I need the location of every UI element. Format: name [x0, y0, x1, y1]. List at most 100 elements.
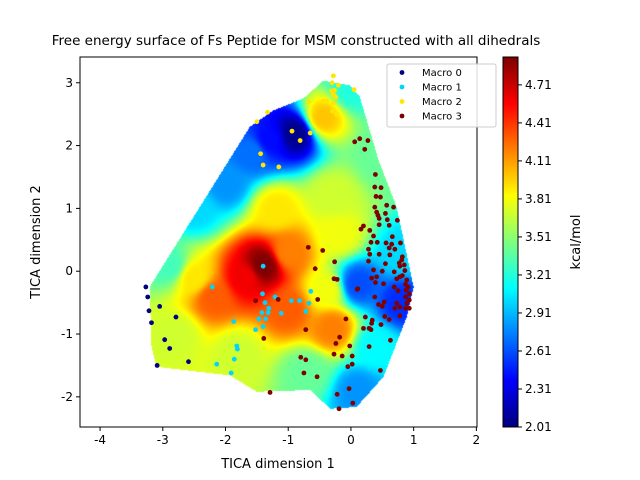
data-point-macro-3: [388, 337, 393, 343]
data-point-macro-3: [378, 368, 383, 373]
data-point-macro-3: [372, 172, 378, 177]
y-tick-label: -2: [61, 390, 73, 404]
data-point-macro-3: [381, 281, 386, 287]
data-point-macro-3: [374, 239, 380, 245]
legend: Macro 0 Macro 1 Macro 2 Macro 3: [386, 63, 497, 128]
data-point-macro-3: [320, 248, 326, 253]
data-point-macro-0: [167, 346, 173, 351]
data-point-macro-3: [397, 313, 403, 319]
data-point-macro-3: [333, 341, 339, 346]
y-tick-label: 2: [65, 139, 73, 153]
legend-marker: [399, 84, 405, 90]
data-point-macro-2: [254, 119, 260, 125]
data-point-macro-2: [332, 87, 338, 93]
data-point-macro-3: [394, 276, 400, 282]
data-point-macro-3: [369, 275, 375, 281]
data-point-macro-3: [336, 406, 342, 412]
data-point-macro-3: [394, 300, 400, 306]
data-point-macro-2: [306, 99, 312, 105]
data-point-macro-3: [406, 305, 412, 311]
data-point-macro-3: [386, 317, 392, 322]
data-point-macro-3: [355, 286, 361, 292]
data-point-macro-3: [386, 245, 392, 251]
data-point-macro-3: [372, 294, 378, 300]
data-point-macro-3: [301, 370, 307, 376]
data-point-macro-3: [367, 227, 373, 233]
data-point-macro-3: [305, 244, 311, 250]
data-point-macro-0: [154, 363, 160, 368]
data-point-macro-3: [391, 204, 396, 210]
data-point-macro-3: [350, 400, 356, 406]
data-point-macro-3: [303, 357, 309, 363]
data-point-macro-2: [324, 98, 330, 104]
data-point-macro-3: [372, 204, 378, 210]
data-point-macro-3: [397, 263, 403, 269]
data-point-macro-3: [366, 246, 371, 252]
x-axis-label: TICA dimension 1: [220, 457, 335, 472]
data-point-macro-3: [384, 217, 390, 223]
data-point-macro-1: [306, 300, 312, 306]
data-point-macro-3: [332, 259, 338, 265]
data-point-macro-3: [315, 297, 321, 302]
data-point-macro-0: [173, 314, 179, 320]
data-point-macro-1: [209, 284, 215, 290]
data-point-macro-3: [362, 146, 368, 152]
legend-label: Macro 2: [422, 97, 462, 108]
data-point-macro-3: [386, 222, 392, 228]
data-point-macro-3: [368, 327, 374, 333]
chart-title: Free energy surface of Fs Peptide for MS…: [52, 33, 541, 49]
data-point-macro-3: [391, 284, 397, 290]
data-point-macro-1: [278, 310, 284, 316]
data-point-macro-3: [298, 354, 304, 360]
legend-marker: [399, 113, 405, 119]
data-point-macro-1: [228, 370, 234, 376]
data-point-macro-0: [146, 308, 152, 314]
data-point-macro-3: [404, 277, 410, 283]
data-point-macro-3: [373, 194, 379, 199]
data-point-macro-3: [389, 234, 395, 240]
data-point-macro-3: [378, 185, 384, 191]
data-point-macro-3: [379, 303, 385, 309]
data-point-macro-1: [288, 298, 294, 304]
data-point-macro-3: [376, 216, 382, 221]
colorbar-tick-label: 3.81: [525, 192, 552, 206]
legend-marker: [399, 70, 405, 75]
x-tick-label: -2: [220, 433, 232, 447]
data-point-macro-1: [253, 327, 259, 333]
x-tick-label: 1: [410, 433, 418, 447]
legend-marker: [399, 99, 405, 104]
data-point-macro-3: [366, 258, 371, 264]
data-point-macro-1: [235, 346, 240, 352]
data-point-macro-1: [266, 305, 272, 311]
data-point-macro-3: [337, 334, 343, 340]
data-point-macro-2: [329, 80, 335, 86]
data-point-macro-3: [378, 194, 383, 200]
colorbar-tick-label: 3.51: [525, 230, 552, 244]
colorbar-tick-label: 4.11: [525, 154, 552, 168]
data-point-macro-0: [145, 294, 151, 300]
data-point-macro-1: [265, 310, 271, 316]
data-point-macro-2: [333, 94, 339, 100]
data-point-macro-1: [260, 263, 266, 269]
data-point-macro-3: [347, 343, 353, 349]
data-point-macro-3: [267, 390, 273, 395]
data-point-macro-3: [357, 136, 363, 142]
data-point-macro-2: [320, 98, 326, 104]
colorbar-tick-label: 2.91: [525, 306, 552, 320]
data-point-macro-3: [261, 336, 267, 341]
axes-frame: [79, 56, 478, 428]
data-point-macro-1: [231, 356, 237, 362]
data-point-macro-2: [297, 138, 303, 143]
colorbar-tick-label: 4.71: [525, 78, 552, 92]
data-point-macro-1: [263, 316, 269, 322]
data-point-macro-0: [157, 303, 163, 309]
colorbar-tick-label: 4.41: [525, 116, 552, 130]
data-point-macro-3: [404, 300, 410, 306]
data-point-macro-1: [214, 361, 220, 367]
data-point-macro-2: [289, 128, 295, 134]
data-point-macro-3: [345, 364, 351, 370]
data-point-macro-3: [339, 353, 345, 359]
data-point-macro-3: [352, 139, 358, 145]
data-point-macro-3: [406, 291, 412, 297]
